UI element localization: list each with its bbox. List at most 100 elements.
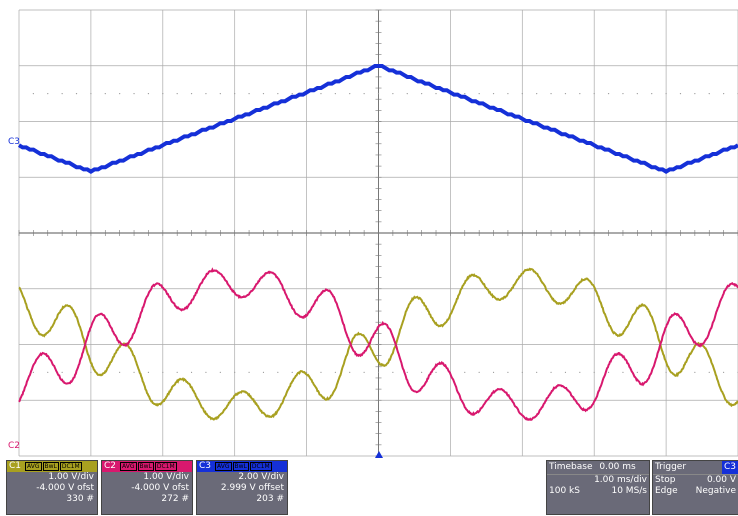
grid-dot (536, 372, 537, 373)
c2-tag-coupling: DC1M (155, 462, 177, 471)
c3-tag-bwl: BwL (233, 462, 249, 471)
grid-dot (76, 93, 77, 94)
grid-dot (493, 93, 494, 94)
grid-dot (694, 372, 695, 373)
grid-dot (723, 93, 724, 94)
grid-dot (47, 93, 48, 94)
grid-dot (392, 93, 393, 94)
c3-info-box[interactable]: C3 AVG BwL DC1M 2.00 V/div 2.999 V offse… (196, 460, 288, 515)
grid-dot (550, 93, 551, 94)
grid-dot (277, 372, 278, 373)
trigger-source: C3 (722, 461, 738, 474)
c1-label: C1 (9, 461, 21, 472)
grid-dot (637, 372, 638, 373)
grid-dot (133, 372, 134, 373)
grid-dot (378, 372, 379, 373)
c3-label: C3 (199, 461, 211, 472)
trigger-label: Trigger (655, 461, 686, 474)
grid-dot (392, 372, 393, 373)
grid-dot (536, 93, 537, 94)
grid-dot (205, 372, 206, 373)
trigger-level: 0.00 V (707, 475, 736, 486)
c1-tag-bwl: BwL (43, 462, 59, 471)
c2-label: C2 (104, 461, 116, 472)
grid-dot (579, 93, 580, 94)
grid-dot (594, 93, 595, 94)
trigger-type: Edge (655, 486, 678, 497)
grid-dot (277, 93, 278, 94)
c2-ground-marker: C2 (8, 441, 20, 451)
grid-dot (177, 372, 178, 373)
grid-dot (565, 93, 566, 94)
grid-dot (680, 93, 681, 94)
grid-dot (421, 93, 422, 94)
grid-dot (191, 372, 192, 373)
timebase-box[interactable]: Timebase 0.00 ms 1.00 ms/div 100 kS 10 M… (546, 460, 650, 515)
c2-tag-bwl: BwL (138, 462, 154, 471)
grid-dot (522, 93, 523, 94)
grid-dot (666, 93, 667, 94)
grid-dot (234, 372, 235, 373)
grid-dot (162, 372, 163, 373)
c2-offset: -4.000 V ofst (102, 483, 192, 494)
grid-dot (191, 93, 192, 94)
timebase-samples: 100 kS (549, 486, 580, 497)
grid-dot (320, 93, 321, 94)
grid-dot (637, 93, 638, 94)
grid-dot (105, 93, 106, 94)
info-panel: C1 AVG BwL DC1M 1.00 V/div -4.000 V ofst… (0, 458, 738, 516)
grid-dot (292, 372, 293, 373)
timebase-rate: 10 MS/s (611, 486, 647, 497)
grid-dot (234, 93, 235, 94)
grid-dot (479, 372, 480, 373)
c1-info-box[interactable]: C1 AVG BwL DC1M 1.00 V/div -4.000 V ofst… (6, 460, 98, 515)
grid-dot (407, 372, 408, 373)
grid-dot (133, 93, 134, 94)
grid-dot (119, 372, 120, 373)
grid-dot (162, 93, 163, 94)
grid-dot (33, 372, 34, 373)
grid-dot (148, 372, 149, 373)
grid-dot (90, 372, 91, 373)
grid-dot (320, 372, 321, 373)
grid-dot (335, 93, 336, 94)
c1-tag-coupling: DC1M (60, 462, 82, 471)
trigger-position-marker (375, 451, 383, 458)
grid-dot (493, 372, 494, 373)
timebase-value: 0.00 ms (599, 462, 635, 472)
grid-dot (205, 93, 206, 94)
grid-dot (622, 372, 623, 373)
timebase-label: Timebase (549, 462, 592, 472)
grid-dot (435, 93, 436, 94)
c3-ground-marker: C3 (8, 137, 20, 147)
grid-dot (694, 93, 695, 94)
grid-dot (507, 93, 508, 94)
graticule (19, 10, 738, 456)
trigger-mode: Stop (655, 475, 675, 486)
c1-vdiv: 1.00 V/div (7, 472, 97, 483)
grid-dot (119, 93, 120, 94)
c2-info-box[interactable]: C2 AVG BwL DC1M 1.00 V/div -4.000 V ofst… (101, 460, 193, 515)
grid-dot (608, 372, 609, 373)
grid-dot (579, 372, 580, 373)
grid-dot (723, 372, 724, 373)
grid-dot (306, 372, 307, 373)
grid-dot (335, 372, 336, 373)
grid-dot (550, 372, 551, 373)
trigger-box[interactable]: Trigger C3 Stop 0.00 V Edge Negative (652, 460, 738, 515)
c1-count: 330 # (7, 494, 97, 505)
grid-dot (709, 93, 710, 94)
grid-dot (421, 372, 422, 373)
grid-dot (651, 93, 652, 94)
grid-dot (220, 372, 221, 373)
grid-dot (263, 372, 264, 373)
grid-dot (177, 93, 178, 94)
grid-dot (522, 372, 523, 373)
grid-dot (349, 372, 350, 373)
c1-offset: -4.000 V ofst (7, 483, 97, 494)
c3-offset: 2.999 V offset (197, 483, 287, 494)
grid-dot (407, 93, 408, 94)
grid-dot (148, 93, 149, 94)
grid-dot (622, 93, 623, 94)
trigger-title: Trigger C3 (653, 461, 738, 475)
